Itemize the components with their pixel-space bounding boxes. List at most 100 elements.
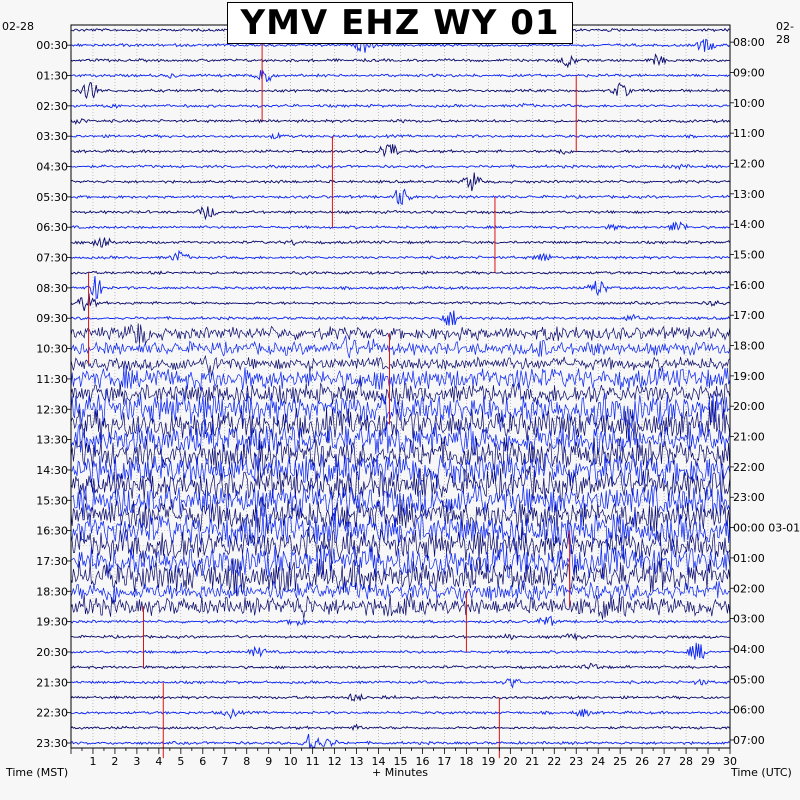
left-time-label: 00:30 — [36, 39, 68, 52]
x-tick-label: 21 — [525, 755, 539, 768]
left-time-label: 21:30 — [36, 676, 68, 689]
trace-line — [70, 276, 731, 299]
x-tick-label: 5 — [177, 755, 184, 768]
left-time-label: 12:30 — [36, 403, 68, 416]
trace-line — [70, 131, 731, 140]
trace-line — [70, 526, 731, 564]
trace-line — [70, 205, 730, 221]
trace-line — [70, 249, 730, 262]
left-time-label: 14:30 — [36, 464, 68, 477]
x-tick-label: 19 — [481, 755, 495, 768]
left-time-label: 10:30 — [36, 343, 68, 356]
x-axis-label: + Minutes — [372, 766, 429, 779]
trace-line — [70, 188, 730, 206]
trace-line — [70, 334, 731, 359]
trace-line — [70, 580, 730, 606]
left-time-label: 16:30 — [36, 525, 68, 538]
trace-line — [70, 632, 730, 642]
x-tick-label: 18 — [459, 755, 473, 768]
x-tick-label: 23 — [569, 755, 583, 768]
right-time-label: 18:00 — [733, 340, 765, 353]
trace-line — [70, 270, 731, 276]
chart-title: YMV EHZ WY 01 — [227, 2, 573, 44]
right-time-label: 14:00 — [733, 218, 765, 231]
right-time-label: 16:00 — [733, 279, 765, 292]
right-time-label: 01:00 — [733, 552, 765, 565]
seismic-traces — [70, 17, 731, 749]
trace-line — [70, 163, 731, 171]
left-time-label: 03:30 — [36, 130, 68, 143]
x-tick-label: 15 — [394, 755, 408, 768]
left-time-label: 17:30 — [36, 555, 68, 568]
x-tick-label: 4 — [155, 755, 162, 768]
trace-line — [70, 53, 730, 69]
left-time-labels: 00:30 01:30 02:30 03:30 04:30 05:30 06:30 07:30… — [36, 39, 71, 750]
right-time-label: 00:00 03-01 — [733, 522, 800, 535]
trace-line — [70, 143, 731, 158]
trace-line — [70, 293, 731, 312]
left-time-label: 11:30 — [36, 373, 68, 386]
x-tick-label: 30 — [723, 755, 737, 768]
right-time-label: 23:00 — [733, 491, 765, 504]
left-time-label: 08:30 — [36, 282, 68, 295]
trace-line — [70, 310, 731, 326]
right-time-label: 04:00 — [733, 643, 765, 656]
trace-line — [70, 389, 730, 432]
trace-line — [70, 541, 731, 579]
right-time-label: 08:00 — [733, 36, 765, 49]
trace-line — [70, 708, 731, 720]
trace-line — [70, 37, 731, 53]
x-tick-label: 2 — [111, 755, 118, 768]
x-tick-label: 17 — [437, 755, 451, 768]
trace-line — [70, 378, 731, 406]
left-time-label: 05:30 — [36, 191, 68, 204]
y-axis-label-left: Time (MST) — [6, 766, 69, 779]
right-time-label: 05:00 — [733, 673, 765, 686]
x-tick-label: 11 — [306, 755, 320, 768]
right-time-label: 03:00 — [733, 613, 765, 626]
trace-line — [70, 484, 731, 519]
trace-line — [70, 236, 731, 248]
trace-line — [70, 81, 731, 100]
start-date-left: 02-28 — [2, 20, 34, 33]
trace-line — [70, 662, 731, 670]
x-tick-label: 6 — [199, 755, 206, 768]
right-time-label: 15:00 — [733, 249, 765, 262]
x-tick-label: 28 — [679, 755, 693, 768]
left-time-label: 15:30 — [36, 494, 68, 507]
left-time-label: 09:30 — [36, 312, 68, 325]
right-time-label: 12:00 — [733, 157, 765, 170]
right-time-label: 11:00 — [733, 127, 765, 140]
right-time-label: 10:00 — [733, 97, 765, 110]
trace-line — [70, 354, 731, 377]
right-time-label: 21:00 — [733, 431, 765, 444]
left-time-label: 18:30 — [36, 585, 68, 598]
left-time-label: 13:30 — [36, 434, 68, 447]
x-axis-ticks: 1 2 3 4 5 6 7 8 9 10 11 12 13 14 15 16 17 18 19 20 21 22 23 24 2… — [70, 748, 737, 768]
right-time-label: 20:00 — [733, 400, 765, 413]
right-time-label: 13:00 — [733, 188, 765, 201]
trace-line — [70, 553, 731, 597]
left-time-label: 07:30 — [36, 252, 68, 265]
trace-line — [70, 723, 731, 732]
x-tick-label: 12 — [328, 755, 342, 768]
left-time-label: 06:30 — [36, 221, 68, 234]
x-tick-label: 14 — [372, 755, 386, 768]
trace-line — [70, 496, 731, 535]
x-tick-label: 10 — [284, 755, 298, 768]
clipped-spikes — [88, 30, 577, 759]
y-axis-label-right: Time (UTC) — [731, 766, 792, 779]
x-tick-label: 24 — [591, 755, 605, 768]
right-time-label: 19:00 — [733, 370, 765, 383]
trace-line — [70, 323, 731, 345]
trace-line — [70, 466, 731, 503]
x-tick-label: 8 — [243, 755, 250, 768]
trace-line — [70, 400, 731, 444]
x-tick-label: 7 — [221, 755, 228, 768]
left-time-label: 19:30 — [36, 616, 68, 629]
left-time-label: 23:30 — [36, 737, 68, 750]
trace-line — [70, 593, 731, 620]
x-tick-label: 9 — [265, 755, 272, 768]
trace-line — [70, 221, 731, 232]
